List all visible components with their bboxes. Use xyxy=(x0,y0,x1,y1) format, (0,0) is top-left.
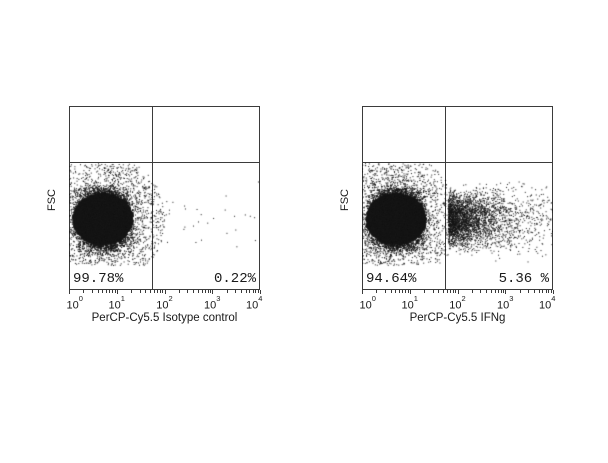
svg-text:FSC: FSC xyxy=(46,189,58,211)
svg-text:FSC: FSC xyxy=(339,189,351,211)
